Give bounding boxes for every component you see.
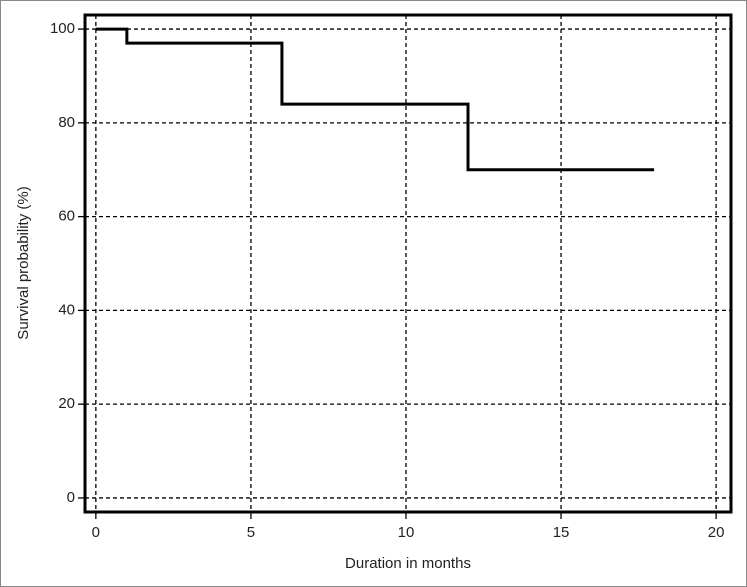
y-axis-label: Survival probability (%)	[15, 186, 32, 339]
y-tick-label: 60	[58, 208, 75, 225]
survival-curve	[95, 27, 655, 172]
y-tick-label: 40	[58, 301, 75, 318]
y-tick-label: 80	[58, 114, 75, 131]
x-tick-label: 15	[553, 524, 570, 541]
x-tick-label: 0	[92, 524, 100, 541]
x-tick-label: 20	[708, 524, 725, 541]
y-tick-label: 20	[58, 395, 75, 412]
x-tick-label: 5	[247, 524, 255, 541]
x-axis-label: Duration in months	[345, 555, 471, 572]
y-tick-label: 0	[67, 489, 75, 506]
plot-border	[83, 13, 733, 514]
x-tick-label: 10	[398, 524, 415, 541]
y-tick-label: 100	[50, 20, 75, 37]
